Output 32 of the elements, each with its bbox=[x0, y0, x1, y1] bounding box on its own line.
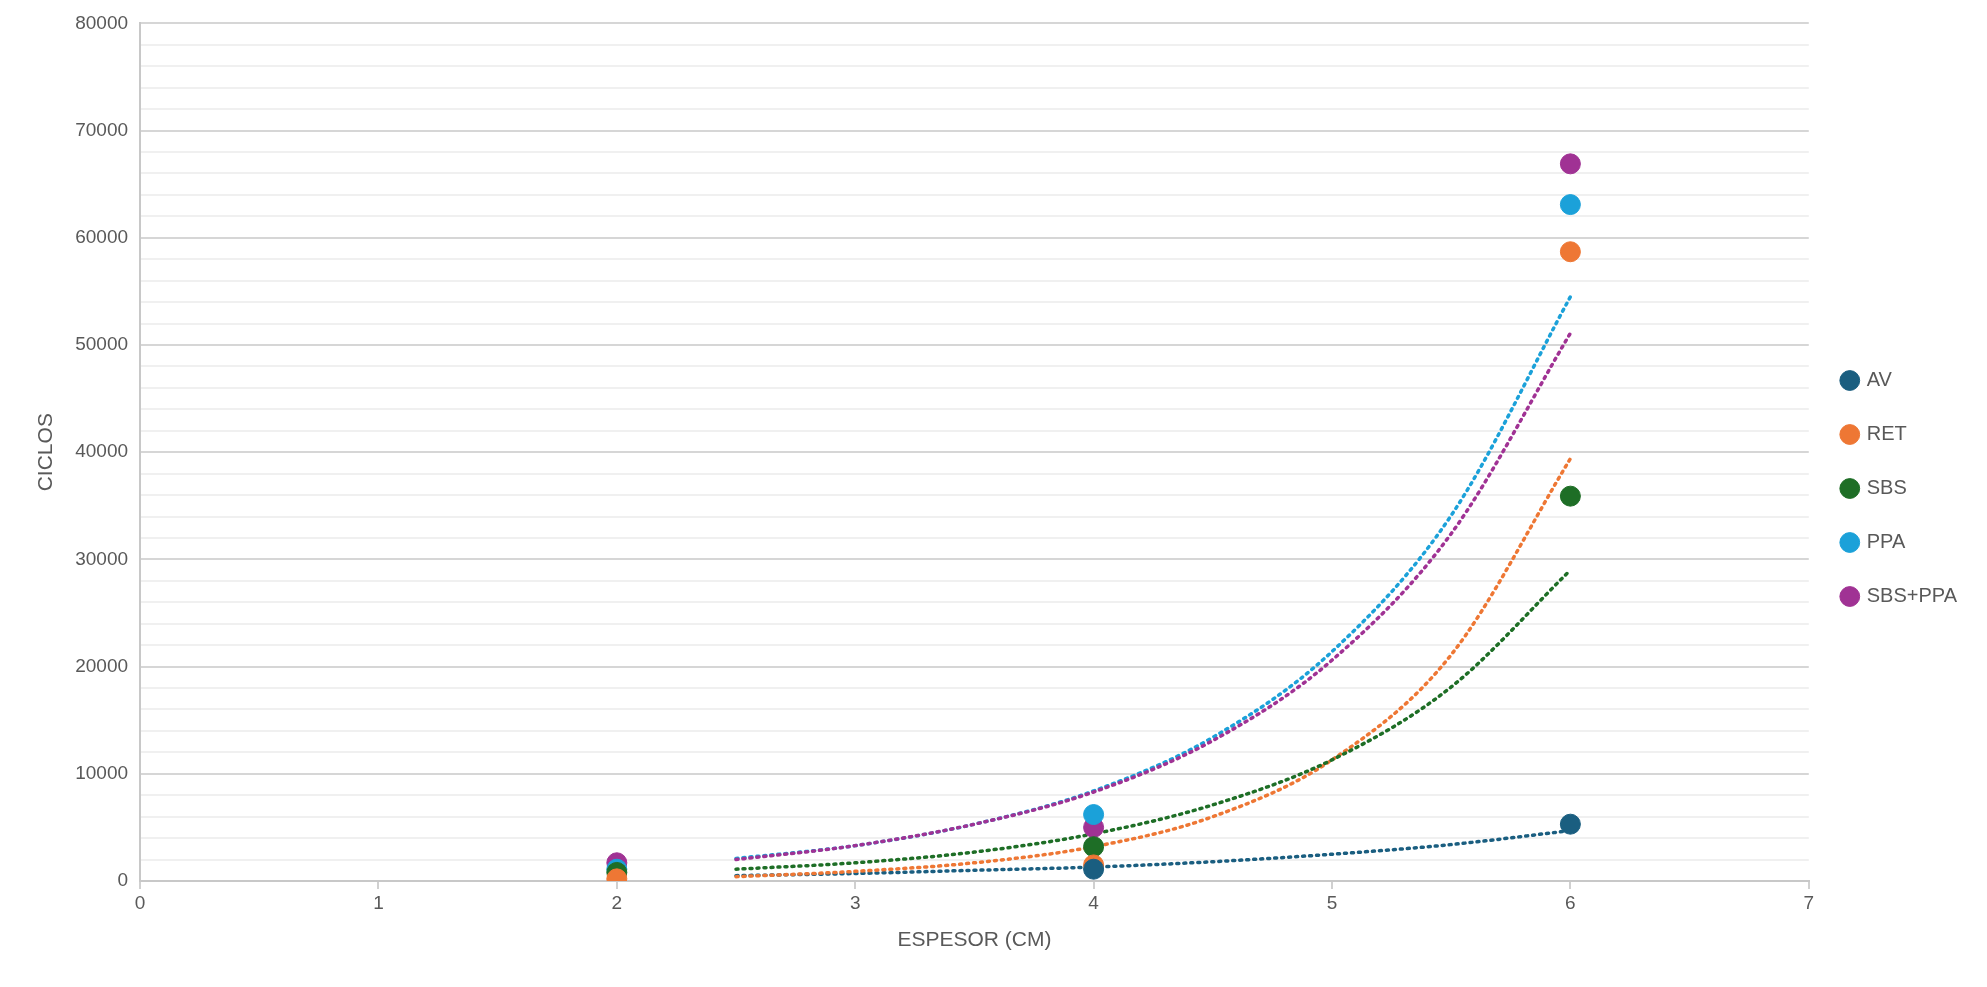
point bbox=[1559, 813, 1581, 835]
legend-label: PPA bbox=[1866, 530, 1906, 553]
legend-label: RET bbox=[1866, 422, 1907, 445]
x-axis-title: ESPESOR (CM) bbox=[897, 927, 1052, 951]
y-tick-label: 0 bbox=[117, 869, 129, 891]
point bbox=[1559, 241, 1581, 263]
point bbox=[1559, 485, 1581, 507]
x-tick-label: 0 bbox=[134, 891, 146, 913]
point bbox=[1083, 836, 1105, 858]
y-tick-label: 30000 bbox=[75, 547, 129, 569]
y-tick-label: 80000 bbox=[75, 11, 129, 33]
x-tick-label: 2 bbox=[611, 891, 623, 913]
y-tick-label: 40000 bbox=[75, 440, 129, 462]
x-tick-label: 6 bbox=[1565, 891, 1576, 913]
y-tick-label: 60000 bbox=[75, 226, 129, 248]
line-series bbox=[734, 456, 1573, 879]
y-tick-label: 50000 bbox=[75, 333, 129, 355]
legend-label: SBS+PPA bbox=[1866, 584, 1958, 607]
y-tick-label: 20000 bbox=[75, 654, 129, 676]
y-axis-title: CICLOS bbox=[33, 413, 57, 492]
y-tick-label: 70000 bbox=[75, 118, 129, 140]
y-tick-label: 10000 bbox=[75, 762, 129, 784]
legend-label: AV bbox=[1866, 368, 1893, 391]
x-tick-label: 5 bbox=[1326, 891, 1338, 913]
point bbox=[1559, 194, 1581, 216]
point bbox=[1559, 153, 1581, 175]
x-tick-label: 4 bbox=[1088, 891, 1100, 913]
x-tick-label: 7 bbox=[1803, 891, 1815, 913]
x-tick-label: 1 bbox=[373, 891, 384, 913]
x-tick-label: 3 bbox=[849, 891, 861, 913]
legend-label: SBS bbox=[1866, 476, 1907, 499]
point bbox=[1083, 804, 1105, 826]
